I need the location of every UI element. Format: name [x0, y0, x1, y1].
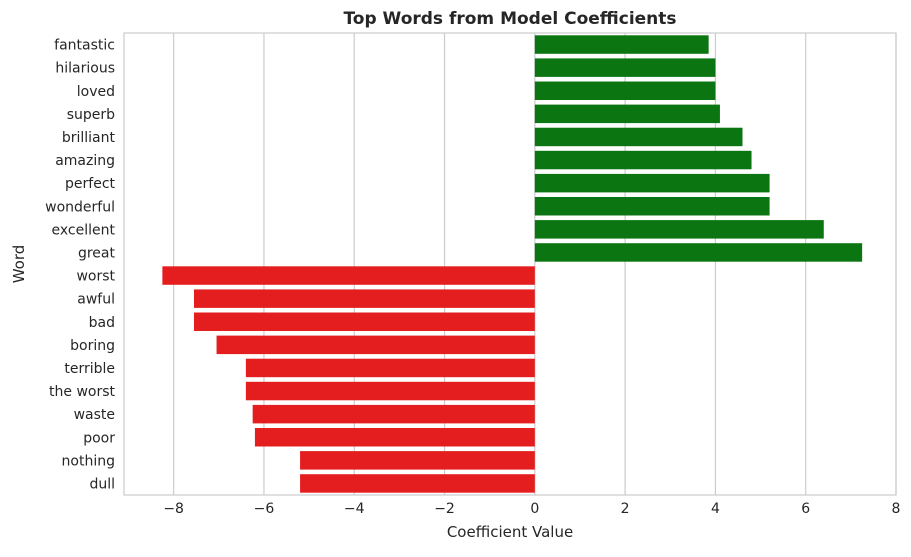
y-axis-label: Word: [10, 245, 28, 284]
bar: [534, 127, 743, 147]
y-tick-label: dull: [89, 476, 115, 492]
x-tick-label: −4: [344, 501, 365, 517]
grid-lines: [173, 33, 897, 495]
bar: [534, 197, 770, 216]
y-tick-label: amazing: [55, 153, 115, 169]
x-tick-label: 8: [892, 501, 901, 517]
bar: [162, 266, 535, 285]
y-tick-label: hilarious: [55, 61, 115, 77]
y-tick-label: terrible: [64, 361, 115, 377]
y-tick-label: awful: [77, 292, 115, 308]
x-tick-label: 6: [801, 501, 810, 517]
bar: [216, 335, 535, 355]
x-tick-labels: −8 −6 −4 −2 0 2 4 6 8: [163, 501, 900, 517]
y-tick-label: wonderful: [45, 199, 115, 215]
bar: [534, 173, 770, 193]
y-tick-label: brilliant: [62, 130, 116, 146]
x-axis-label: Coefficient Value: [447, 523, 573, 541]
chart-title: Top Words from Model Coefficients: [343, 9, 676, 29]
x-tick-label: 0: [530, 501, 539, 517]
y-tick-label: the worst: [49, 384, 115, 400]
bar: [193, 312, 535, 331]
bar: [300, 451, 535, 470]
bar: [245, 358, 535, 378]
y-tick-labels: fantastic hilarious loved superb brilliant am…: [45, 38, 115, 493]
bar: [254, 428, 535, 447]
bar: [534, 150, 752, 170]
bar: [534, 58, 716, 77]
y-tick-label: great: [78, 245, 116, 261]
bar: [193, 289, 535, 308]
y-tick-label: perfect: [65, 176, 115, 192]
bar: [534, 81, 716, 100]
y-tick-label: boring: [70, 338, 115, 354]
y-tick-label: loved: [77, 84, 115, 100]
y-tick-label: worst: [76, 269, 115, 285]
bar: [252, 404, 535, 424]
x-tick-label: −6: [254, 501, 275, 517]
bar: [534, 104, 720, 124]
x-tick-label: −2: [434, 501, 455, 517]
bar: [534, 35, 709, 54]
bars: [162, 35, 863, 493]
bar: [534, 220, 824, 239]
y-tick-label: superb: [67, 107, 115, 123]
x-tick-label: 2: [621, 501, 630, 517]
y-tick-label: nothing: [62, 453, 115, 469]
x-tick-label: −8: [163, 501, 184, 517]
x-tick-label: 4: [711, 501, 720, 517]
bar: [534, 243, 863, 262]
bar: [300, 474, 535, 493]
y-tick-label: poor: [83, 430, 115, 446]
y-tick-label: bad: [89, 315, 115, 331]
y-tick-label: fantastic: [54, 38, 115, 54]
bar: [245, 381, 535, 401]
y-tick-label: excellent: [52, 222, 116, 238]
y-tick-label: waste: [74, 407, 115, 423]
plot-frame: [123, 32, 897, 496]
